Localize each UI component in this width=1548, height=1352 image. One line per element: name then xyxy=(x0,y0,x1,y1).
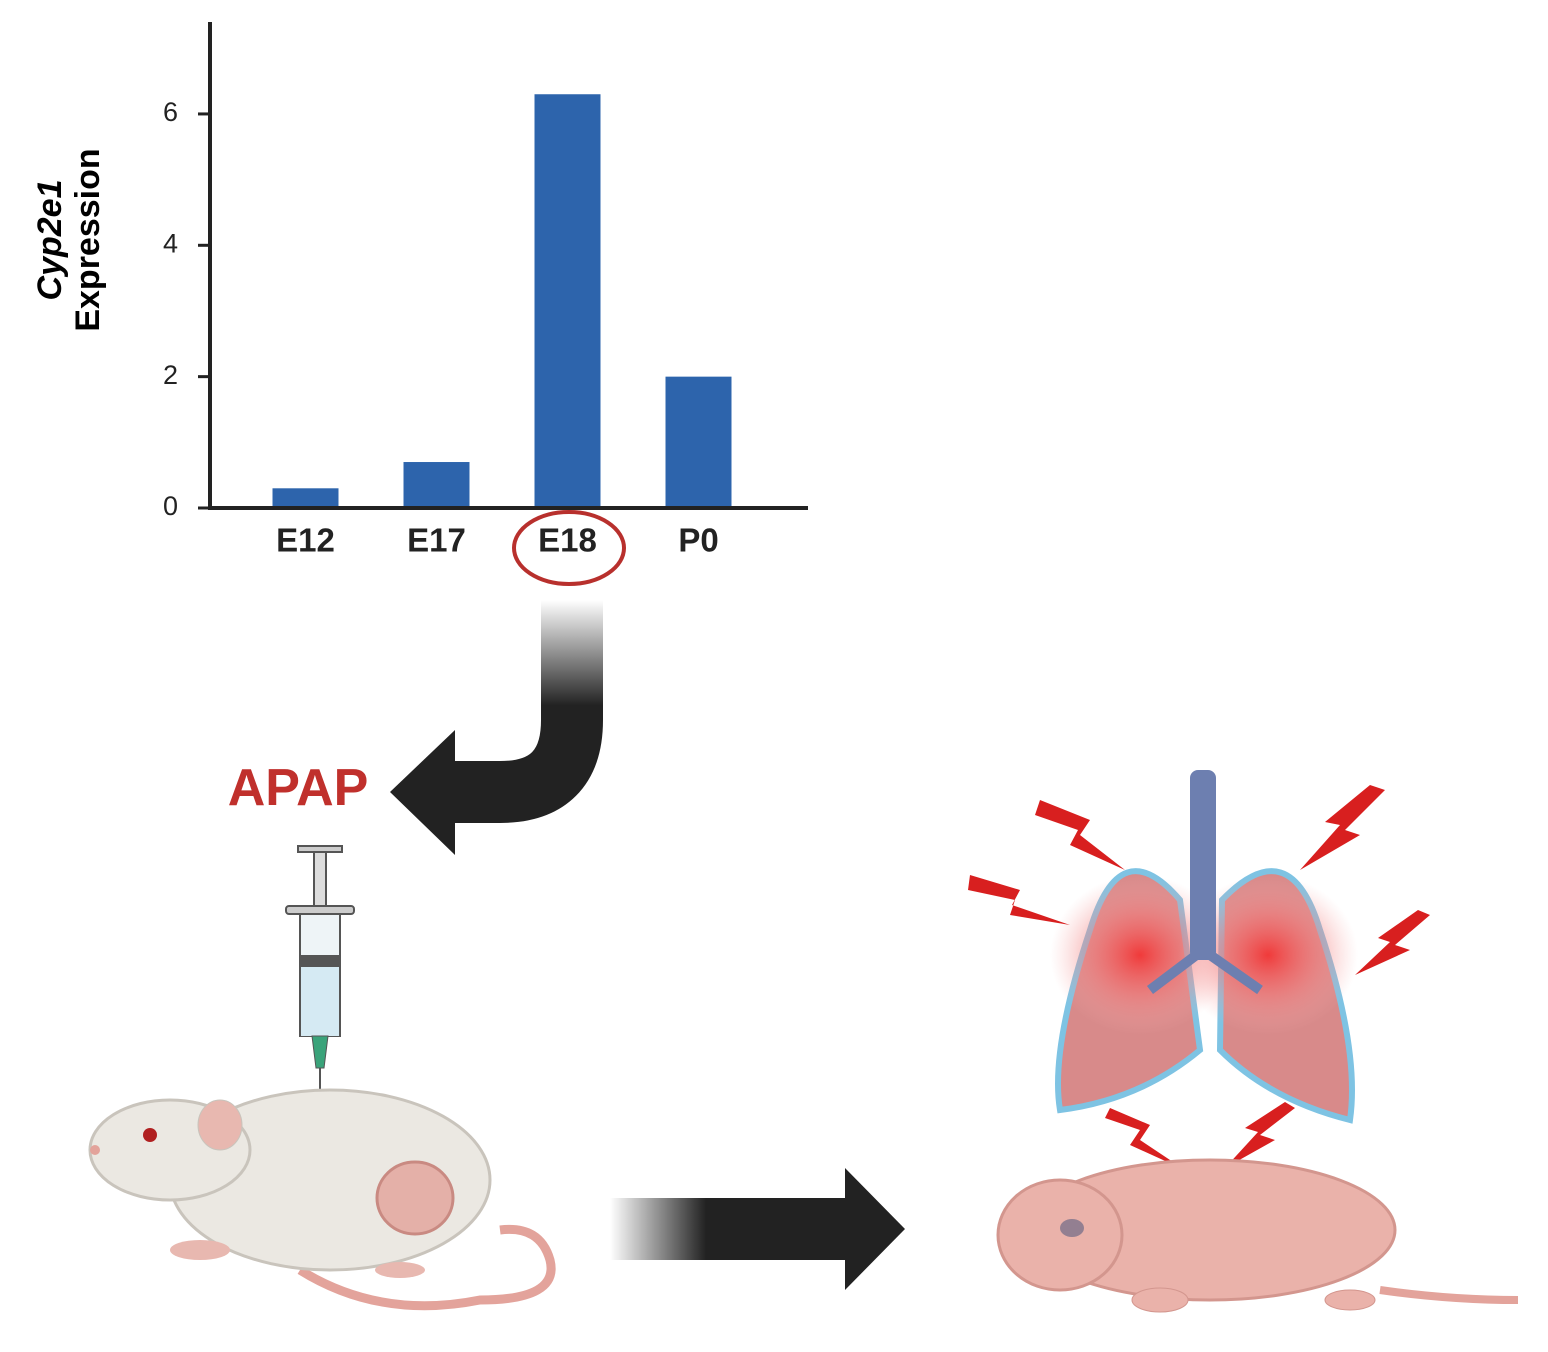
bar xyxy=(272,488,339,508)
y-axis-label: Cyp2e1 xyxy=(31,180,69,301)
arrow xyxy=(610,1198,850,1260)
mouse xyxy=(88,1088,556,1311)
highlight-circle xyxy=(512,510,626,586)
x-tick-label: E17 xyxy=(407,522,466,559)
annotation: APAP xyxy=(228,759,369,817)
lungs xyxy=(1050,770,1358,1124)
bar-chart: Cyp2e1 Expression 0 2 4 6 E12 E17 E18 P0 xyxy=(31,22,808,559)
lightning-bolts xyxy=(968,785,1430,1170)
y-tick-label: 4 xyxy=(163,228,178,258)
y-axis-label: Expression xyxy=(69,148,107,331)
syringe xyxy=(285,845,355,1148)
x-tick-label: P0 xyxy=(678,522,718,559)
curved-arrow xyxy=(450,600,603,823)
bar xyxy=(665,376,732,508)
bar xyxy=(403,462,470,508)
x-tick-label: E18 xyxy=(538,522,597,559)
arrow-head xyxy=(390,730,455,855)
pup xyxy=(996,1158,1519,1313)
arrow-head xyxy=(845,1168,905,1290)
y-tick-label: 6 xyxy=(163,97,178,127)
y-tick-label: 0 xyxy=(163,491,178,521)
bar xyxy=(534,94,601,509)
y-tick-label: 2 xyxy=(163,360,178,390)
x-tick-label: E12 xyxy=(276,522,335,559)
